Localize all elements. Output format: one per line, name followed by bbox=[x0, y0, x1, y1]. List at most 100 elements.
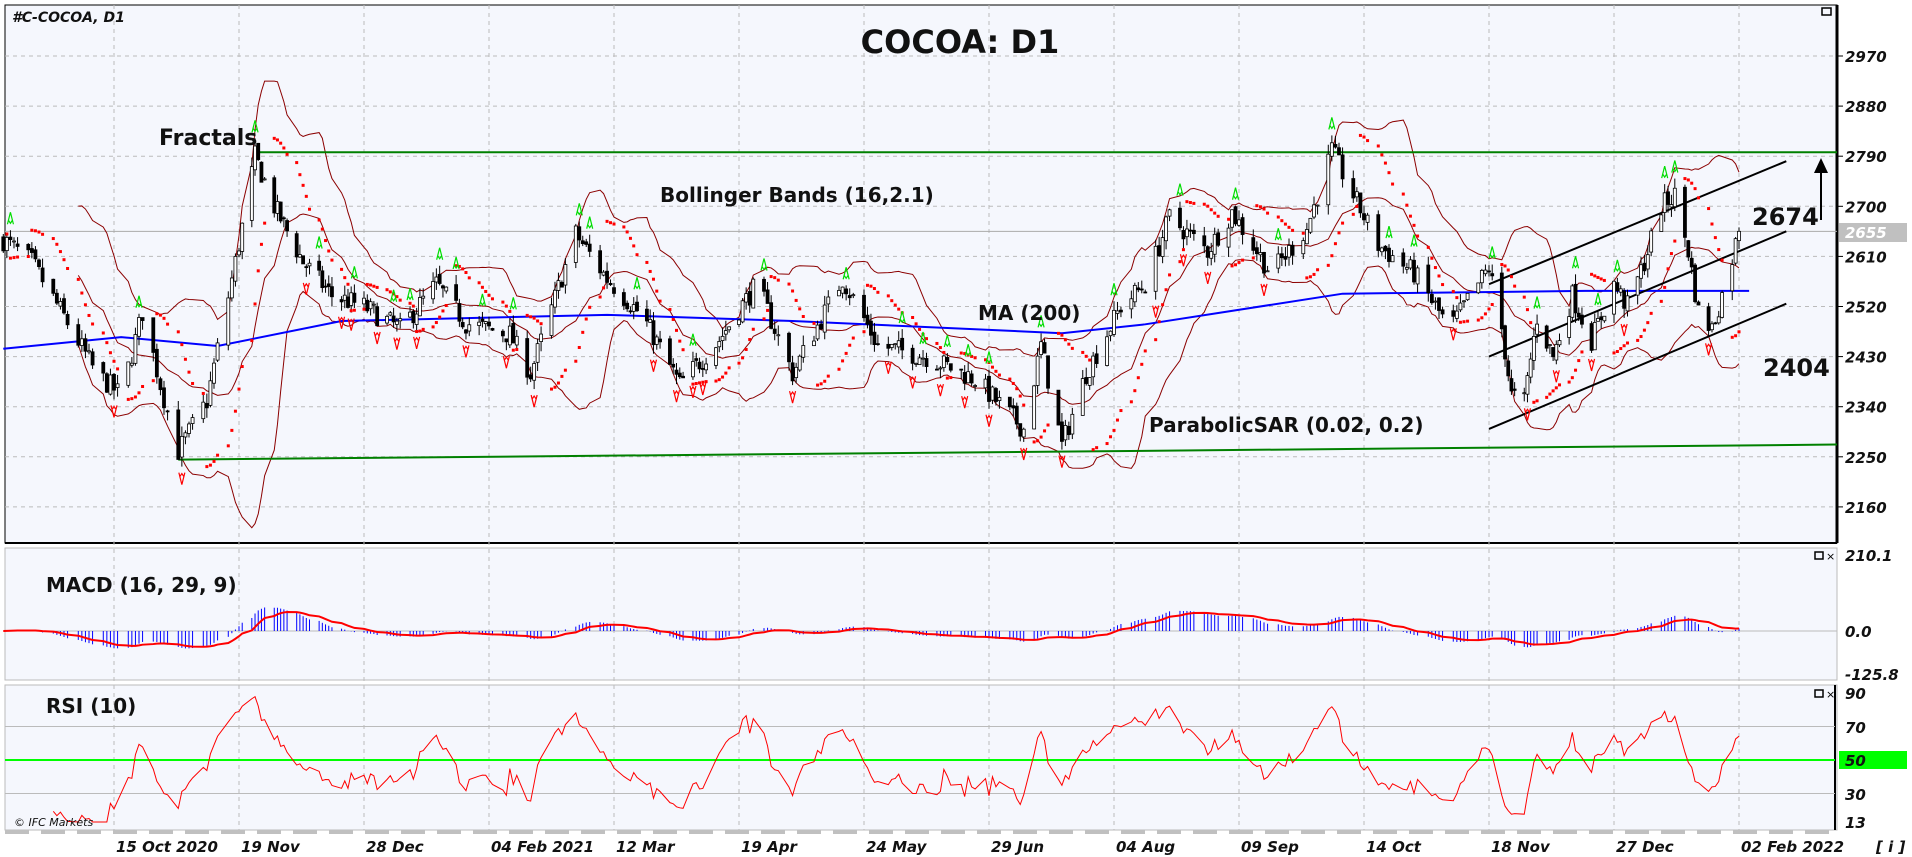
sar-dot bbox=[560, 374, 564, 378]
candle-bullish bbox=[751, 278, 756, 309]
close-rsi-icon[interactable]: × bbox=[1826, 688, 1835, 701]
candle-bearish bbox=[1412, 259, 1416, 283]
info-button[interactable]: [ i ] bbox=[1875, 838, 1905, 856]
candle-bearish bbox=[1178, 207, 1182, 229]
sar-dot bbox=[441, 309, 445, 313]
sar-dot bbox=[87, 313, 91, 317]
candle-bullish bbox=[79, 338, 84, 346]
sar-dot bbox=[574, 359, 578, 363]
sar-dot bbox=[1673, 239, 1677, 243]
maximize-rsi-icon[interactable] bbox=[1814, 689, 1824, 698]
fractal-up-icon bbox=[509, 297, 517, 310]
candle-bearish bbox=[1007, 396, 1012, 408]
sar-dot bbox=[375, 285, 379, 289]
sar-dot bbox=[1185, 200, 1189, 204]
fractal-down-icon bbox=[689, 385, 697, 399]
candle-bullish bbox=[1639, 264, 1643, 279]
sar-dot bbox=[1154, 338, 1158, 342]
candle-bullish bbox=[1160, 237, 1165, 257]
candle-bullish bbox=[297, 254, 302, 258]
candle-bearish bbox=[26, 243, 31, 251]
fractal-down-icon bbox=[1587, 358, 1596, 372]
candle-bearish bbox=[1622, 290, 1627, 309]
sar-dot bbox=[1067, 342, 1071, 346]
candle-bullish bbox=[226, 297, 231, 346]
sar-dot bbox=[431, 325, 435, 329]
candle-bullish bbox=[1462, 300, 1466, 303]
candle-bullish bbox=[1557, 340, 1562, 346]
sar-dot bbox=[1109, 435, 1113, 439]
candle-bearish bbox=[1362, 213, 1366, 221]
sar-dot bbox=[645, 260, 649, 264]
price-tick-label: 2880 bbox=[1845, 98, 1887, 116]
sar-dot bbox=[1622, 344, 1626, 348]
candle-bullish bbox=[941, 355, 946, 368]
sar-dot bbox=[1683, 177, 1687, 181]
fractal-up-icon bbox=[842, 267, 850, 280]
sar-dot bbox=[609, 221, 613, 225]
sar-dot bbox=[1686, 178, 1690, 182]
sar-dot bbox=[216, 453, 220, 457]
fractals-label: Fractals bbox=[159, 126, 257, 151]
sar-dot bbox=[1391, 182, 1395, 186]
candle-bearish bbox=[945, 357, 950, 363]
sar-dot bbox=[340, 267, 344, 271]
candle-bullish bbox=[418, 297, 422, 317]
sar-dot bbox=[717, 378, 721, 382]
sar-dot bbox=[890, 299, 894, 303]
candle-bearish bbox=[272, 177, 277, 214]
sar-dot bbox=[1663, 285, 1667, 289]
sar-dot bbox=[816, 383, 820, 387]
sar-dot bbox=[1593, 274, 1597, 278]
sar-dot bbox=[918, 327, 922, 331]
sar-dot bbox=[886, 294, 890, 298]
price-tick-label: 2520 bbox=[1845, 299, 1887, 317]
fractal-up-icon bbox=[1613, 259, 1621, 272]
sar-dot bbox=[994, 369, 998, 373]
fractal-down-icon bbox=[178, 472, 186, 485]
candle-bearish bbox=[962, 371, 967, 384]
sar-dot bbox=[62, 258, 66, 262]
sar-dot bbox=[1088, 358, 1092, 362]
candle-bullish bbox=[1528, 358, 1533, 378]
fractal-down-icon bbox=[462, 345, 470, 358]
date-tick-label: 27 Dec bbox=[1616, 838, 1674, 856]
fractal-up-icon bbox=[350, 266, 358, 279]
candle-bullish bbox=[1649, 230, 1654, 253]
candle-bearish bbox=[256, 142, 261, 160]
candle-bullish bbox=[1080, 378, 1085, 416]
candle-bullish bbox=[889, 343, 894, 348]
fractal-down-icon bbox=[502, 356, 510, 369]
sar-dot bbox=[556, 381, 560, 385]
candle-bullish bbox=[431, 281, 435, 300]
fractal-down-icon bbox=[1705, 343, 1713, 356]
maximize-macd-icon[interactable] bbox=[1814, 551, 1824, 560]
sar-dot bbox=[1091, 448, 1095, 452]
candle-bullish bbox=[1212, 233, 1217, 255]
fractal-down-icon bbox=[985, 414, 993, 427]
sar-dot bbox=[539, 322, 543, 326]
sar-dot bbox=[208, 463, 212, 467]
fractal-down-icon bbox=[909, 376, 917, 389]
sar-dot bbox=[794, 298, 798, 302]
close-macd-icon[interactable]: × bbox=[1826, 550, 1835, 563]
candle-bullish bbox=[704, 363, 709, 371]
candle-bearish bbox=[658, 338, 662, 343]
sar-dot bbox=[66, 266, 70, 270]
chart-title: COCOA: D1 bbox=[861, 23, 1060, 61]
sar-dot bbox=[1011, 381, 1015, 385]
candle-bearish bbox=[90, 351, 95, 366]
sar-dot bbox=[1316, 268, 1320, 272]
candle-bullish bbox=[240, 222, 245, 252]
candle-bearish bbox=[886, 343, 891, 349]
candle-bearish bbox=[671, 363, 676, 368]
sar-dot bbox=[1401, 192, 1405, 196]
maximize-main-icon[interactable] bbox=[1821, 7, 1832, 16]
candle-bullish bbox=[973, 385, 978, 387]
candle-bearish bbox=[875, 343, 880, 346]
candle-bullish bbox=[133, 334, 138, 364]
candle-bullish bbox=[1535, 323, 1539, 335]
sar-dot bbox=[1206, 204, 1210, 208]
channel-line bbox=[1488, 160, 1787, 286]
candle-bullish bbox=[126, 361, 131, 386]
